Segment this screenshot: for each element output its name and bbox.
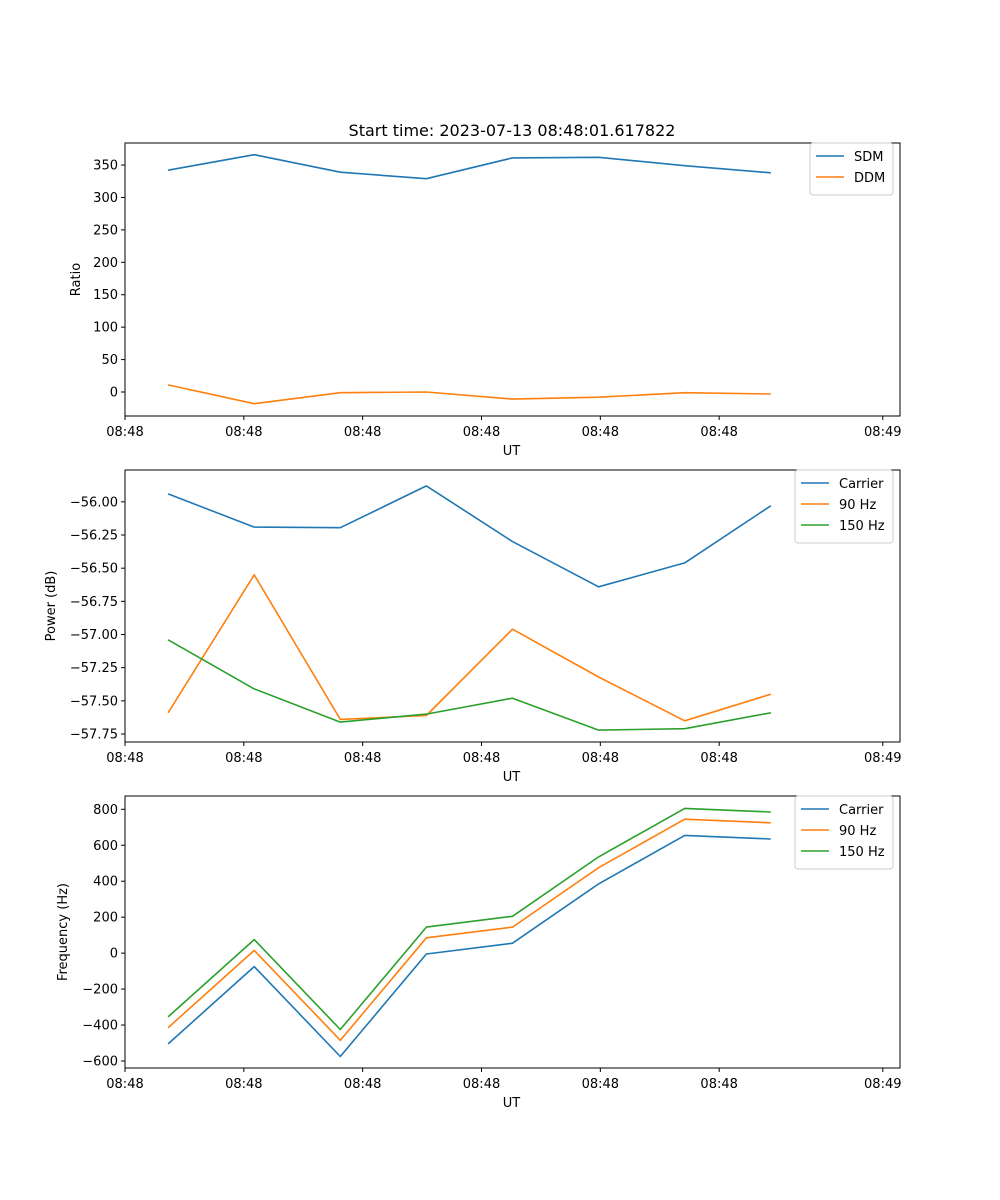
- x-tick-label: 08:48: [225, 751, 262, 766]
- y-axis-label: Frequency (Hz): [56, 883, 71, 981]
- axes-frame: [124, 469, 901, 743]
- x-tick-label: 08:48: [463, 425, 500, 440]
- x-tick-label: 08:48: [106, 1077, 143, 1092]
- x-tick-label: 08:48: [582, 751, 619, 766]
- x-tick-label: 08:48: [225, 1077, 262, 1092]
- x-tick-label: 08:48: [344, 1077, 381, 1092]
- y-tick-label: −200: [82, 983, 118, 998]
- y-tick-label: 300: [93, 191, 118, 206]
- y-tick-label: −56.25: [70, 529, 118, 544]
- y-tick-label: 50: [101, 353, 118, 368]
- figure-title: Start time: 2023-07-13 08:48:01.617822: [349, 121, 676, 140]
- series-line-carrier: [167, 834, 771, 1058]
- y-tick-label: −56.75: [70, 595, 118, 610]
- series-line-150-hz: [167, 807, 771, 1031]
- series-line-ddm: [167, 384, 771, 405]
- series-line-carrier: [167, 485, 772, 588]
- series-line-90-hz: [167, 818, 771, 1042]
- legend-label: Carrier: [839, 803, 884, 818]
- y-tick-label: 0: [110, 947, 118, 962]
- x-tick-label: 08:48: [344, 425, 381, 440]
- legend-label: SDM: [854, 150, 883, 165]
- axes-frame: [124, 142, 901, 417]
- x-tick-label: 08:48: [106, 425, 143, 440]
- x-tick-label: 08:48: [344, 751, 381, 766]
- y-tick-label: 150: [93, 288, 118, 303]
- legend-label: DDM: [854, 171, 885, 186]
- x-tick-label: 08:48: [463, 1077, 500, 1092]
- y-tick-label: 250: [93, 223, 118, 238]
- y-tick-label: −56.00: [70, 495, 118, 510]
- legend-label: 150 Hz: [839, 519, 885, 534]
- legend: SDM DDM: [809, 142, 894, 196]
- x-axis-label: UT: [503, 770, 521, 785]
- x-tick-label: 08:49: [864, 425, 901, 440]
- x-axis-label: UT: [503, 1096, 521, 1111]
- axes-frame: [124, 795, 901, 1069]
- x-axis-label: UT: [503, 444, 521, 459]
- x-tick-label: 08:48: [225, 425, 262, 440]
- y-tick-label: −400: [82, 1019, 118, 1034]
- x-tick-label: 08:49: [864, 751, 901, 766]
- x-tick-label: 08:48: [700, 1077, 737, 1092]
- y-tick-label: −57.50: [70, 694, 118, 709]
- y-tick-label: 400: [93, 875, 118, 890]
- x-tick-label: 08:48: [700, 425, 737, 440]
- legend: Carrier 90 Hz 150 Hz: [794, 469, 894, 544]
- x-tick-label: 08:49: [864, 1077, 901, 1092]
- series-line-90-hz: [167, 573, 772, 722]
- subplot-1: 0 50 100 150 200 250 300 350 08:48 08:48 08:48 08:4…: [69, 142, 902, 459]
- legend-label: 150 Hz: [839, 845, 885, 860]
- y-axis-label: Ratio: [69, 263, 84, 296]
- y-tick-label: 200: [93, 256, 118, 271]
- x-tick-label: 08:48: [582, 1077, 619, 1092]
- y-tick-label: 200: [93, 911, 118, 926]
- legend: Carrier 90 Hz 150 Hz: [794, 795, 894, 870]
- y-tick-label: −57.00: [70, 628, 118, 643]
- y-tick-label: 0: [110, 386, 118, 401]
- y-tick-label: −56.50: [70, 562, 118, 577]
- legend-label: 90 Hz: [839, 824, 876, 839]
- legend-label: 90 Hz: [839, 498, 876, 513]
- series-line-sdm: [167, 153, 771, 180]
- subplot-2: −56.00 −56.25 −56.50 −56.75 −57.00 −57.25 −57.…: [44, 469, 902, 785]
- x-tick-label: 08:48: [582, 425, 619, 440]
- x-tick-label: 08:48: [463, 751, 500, 766]
- y-tick-label: −57.75: [70, 728, 118, 743]
- y-tick-label: 600: [93, 839, 118, 854]
- y-tick-label: 800: [93, 803, 118, 818]
- subplot-3: 800 600 400 200 0 −200 −400 −600 08:48 08:48 08:48…: [56, 795, 902, 1111]
- x-tick-label: 08:48: [700, 751, 737, 766]
- y-tick-label: 100: [93, 321, 118, 336]
- y-tick-label: −57.25: [70, 661, 118, 676]
- series-line-150-hz: [167, 639, 771, 731]
- legend-label: Carrier: [839, 477, 884, 492]
- y-tick-label: 350: [93, 159, 118, 174]
- y-axis-label: Power (dB): [44, 571, 59, 642]
- x-tick-label: 08:48: [106, 751, 143, 766]
- y-tick-label: −600: [82, 1054, 118, 1069]
